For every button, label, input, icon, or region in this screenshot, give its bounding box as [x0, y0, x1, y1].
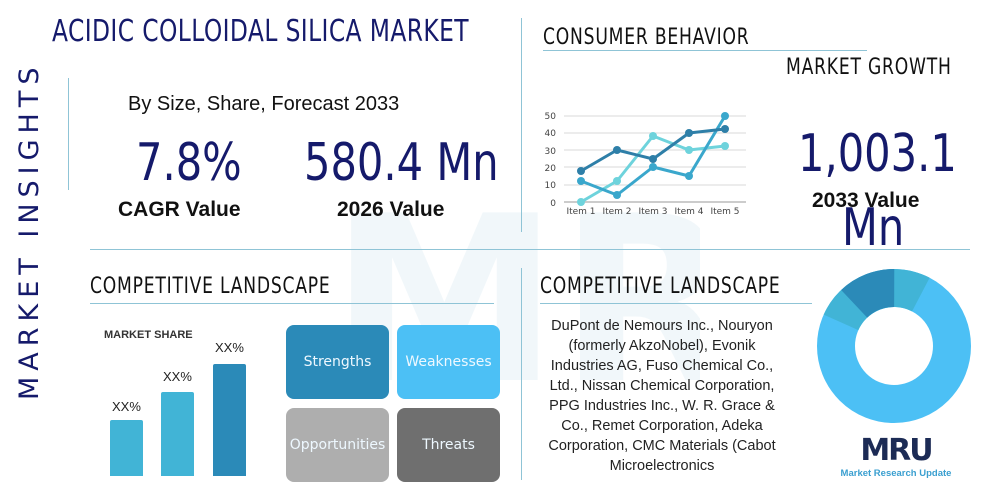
svg-text:50: 50: [545, 112, 557, 122]
x-axis-ticks: Item 1 Item 2 Item 3 Item 4 Item 5: [566, 207, 739, 217]
company-list: DuPont de Nemours Inc., Nouryon (formerl…: [548, 318, 776, 474]
center-divider-bottom: [521, 268, 522, 480]
logo-name: Market Research Update: [840, 468, 952, 479]
value-2026-label: 2026 Value: [337, 198, 445, 221]
line-chart: 50 40 30 20 10 0 Item 1 Item 2 Item 3 It…: [545, 112, 746, 217]
svg-text:10: 10: [545, 181, 557, 191]
svg-text:20: 20: [545, 164, 557, 174]
competitive-landscape-title-left: COMPETITIVE LANDSCAPE: [90, 274, 331, 299]
bar-3-label: XX%: [215, 340, 244, 355]
left-vertical-divider: [68, 78, 69, 190]
logo: MRU Market Research Update: [836, 433, 956, 480]
consumer-behavior-underline: [543, 50, 867, 51]
bar-2: [161, 392, 194, 476]
competitive-landscape-title-right: COMPETITIVE LANDSCAPE: [540, 274, 781, 299]
bar-1: [110, 420, 143, 476]
svg-text:30: 30: [545, 147, 557, 157]
svg-text:Item 1: Item 1: [566, 207, 595, 217]
swot-strengths: Strengths: [286, 325, 389, 399]
value-2033: 1,003.1: [798, 124, 957, 184]
svg-text:Item 3: Item 3: [638, 207, 667, 217]
value-2033-unit: Mn: [842, 198, 905, 258]
market-growth-title: MARKET GROWTH: [786, 55, 952, 80]
donut-segment-3: [817, 269, 971, 423]
series-1-points: [577, 125, 729, 175]
market-share-label: MARKET SHARE: [104, 329, 193, 341]
donut-chart: [817, 269, 971, 423]
swot-weaknesses: Weaknesses: [397, 325, 500, 399]
bar-2-label: XX%: [163, 369, 192, 384]
svg-text:40: 40: [545, 129, 557, 139]
side-title: MARKET INSIGHTS: [14, 61, 45, 400]
subtitle: By Size, Share, Forecast 2033: [128, 93, 400, 115]
y-axis-ticks: 50 40 30 20 10 0: [545, 112, 557, 209]
svg-text:Item 2: Item 2: [602, 207, 631, 217]
svg-text:Item 5: Item 5: [710, 207, 739, 217]
series-3-points: [577, 132, 729, 206]
competitive-right-underline: [540, 303, 812, 304]
page-title: ACIDIC COLLOIDAL SILICA MARKET: [52, 14, 469, 49]
horizontal-divider: [90, 249, 970, 250]
series-2-points: [577, 112, 729, 199]
swot-threats: Threats: [397, 408, 500, 482]
value-2026: 580.4 Mn: [304, 133, 499, 193]
competitive-left-underline: [90, 303, 494, 304]
svg-text:0: 0: [550, 199, 556, 209]
swot-opportunities: Opportunities: [286, 408, 389, 482]
consumer-behavior-title: CONSUMER BEHAVIOR: [543, 25, 750, 50]
center-divider-top: [521, 18, 522, 232]
value-2033-label: 2033 Value: [812, 189, 920, 212]
svg-text:Item 4: Item 4: [674, 207, 703, 217]
cagr-label: CAGR Value: [118, 198, 241, 221]
logo-mark: MRU: [860, 433, 933, 468]
bar-3: [213, 364, 246, 476]
bar-1-label: XX%: [112, 399, 141, 414]
cagr-value: 7.8%: [136, 133, 242, 193]
